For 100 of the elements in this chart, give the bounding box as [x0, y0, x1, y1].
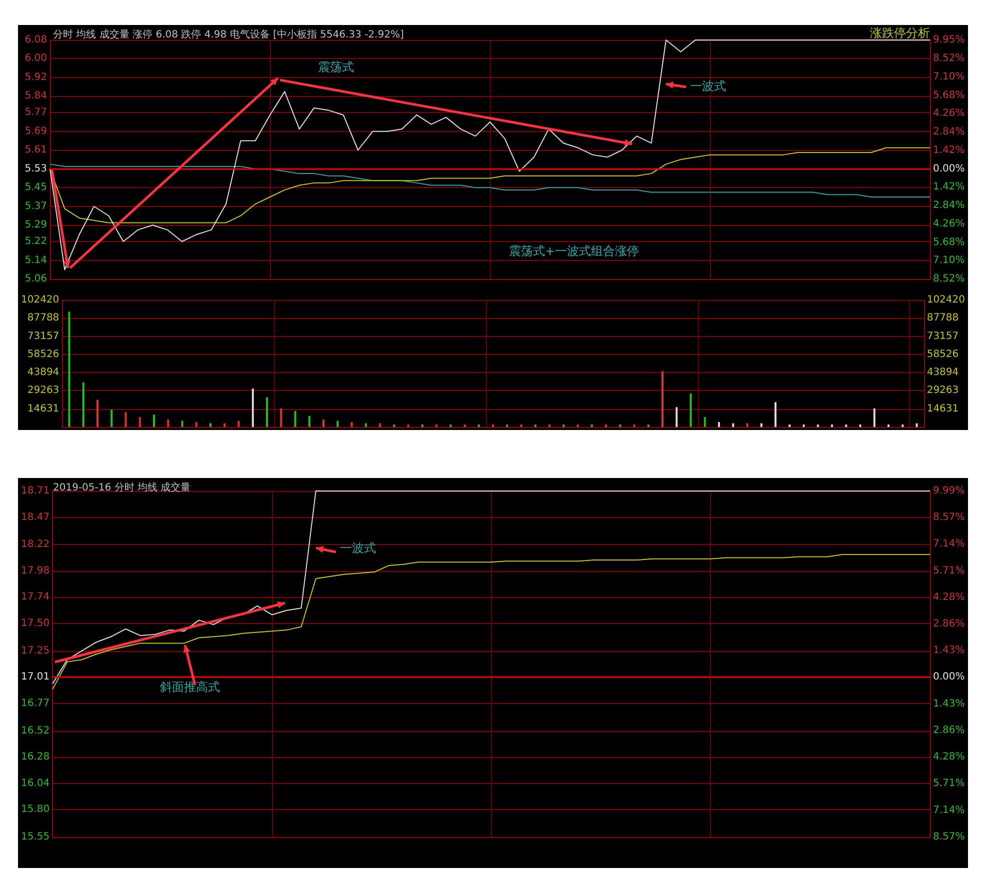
y-tick-label: 5.29 — [24, 220, 47, 231]
y2-tick-label: 4.28% — [933, 752, 965, 763]
annotation: 一波式 — [340, 541, 376, 555]
y2-tick-label: 58526 — [926, 348, 959, 360]
y2-tick-label: 1.43% — [933, 698, 965, 710]
annotation: 震荡式+一波式组合涨停 — [509, 244, 640, 258]
bar — [181, 420, 184, 427]
y2-tick-label: 4.26% — [933, 218, 965, 230]
y-tick-label: 5.77 — [24, 107, 47, 118]
line-series — [50, 40, 930, 270]
y2-tick-label: 2.86% — [933, 725, 965, 736]
y-tick-label: 102420 — [20, 294, 60, 306]
y2-tick-label: 5.68% — [933, 90, 965, 101]
y2-tick-label: 5.71% — [933, 778, 965, 790]
bar — [718, 422, 720, 427]
bar — [138, 417, 141, 427]
bar — [294, 410, 296, 427]
bar — [124, 412, 127, 427]
y2-tick-label: 14631 — [926, 403, 959, 414]
y-tick-label: 5.45 — [24, 182, 47, 194]
bar — [322, 420, 324, 427]
annotation: 斜面推高式 — [160, 680, 220, 694]
y-tick-label: 18.47 — [20, 512, 50, 523]
bar — [195, 422, 198, 427]
y2-tick-label: 0.00% — [933, 163, 965, 174]
y-tick-label: 5.61 — [24, 144, 47, 156]
y-tick-label: 87788 — [27, 312, 60, 324]
y2-tick-label: 8.57% — [933, 832, 965, 842]
y2-tick-label: 1.42% — [933, 144, 965, 156]
bar — [690, 394, 692, 427]
y2-tick-label: 5.68% — [933, 236, 965, 248]
bar — [224, 423, 226, 427]
chart-title: 2019-05-16 分时 均线 成交量 — [53, 482, 191, 494]
y-tick-label: 17.50 — [20, 618, 50, 629]
y2-tick-label: 7.10% — [933, 71, 965, 82]
y-tick-label: 43894 — [27, 367, 60, 378]
bar — [96, 400, 98, 427]
y2-tick-label: 9.99% — [933, 486, 965, 496]
bar — [280, 408, 282, 427]
y-tick-label: 5.06 — [24, 274, 47, 284]
y2-tick-label: 102420 — [926, 294, 966, 306]
bar — [746, 423, 748, 427]
annotation: 震荡式 — [318, 60, 354, 74]
y-tick-label: 14631 — [27, 403, 60, 414]
chart-title: 分时 均线 成交量 涨停 6.08 跌停 4.98 电气设备 [中小板指 5546.33 -2.92%] — [53, 28, 404, 40]
y2-tick-label: 1.43% — [933, 645, 965, 656]
bar — [916, 423, 918, 427]
bar — [760, 423, 762, 427]
y-tick-label: 16.04 — [20, 778, 50, 789]
y2-tick-label: 1.42% — [933, 182, 965, 193]
y-tick-label: 5.53 — [24, 163, 47, 174]
y-tick-label: 6.08 — [24, 34, 47, 46]
bar — [252, 388, 254, 427]
y2-tick-label: 8.52% — [933, 274, 965, 284]
y2-tick-label: 4.26% — [933, 108, 965, 120]
y2-tick-label: 2.84% — [933, 200, 965, 211]
y2-tick-label: 4.28% — [933, 592, 965, 603]
line-series — [50, 147, 930, 224]
y-tick-label: 5.14 — [24, 254, 47, 266]
y-tick-label: 16.52 — [20, 725, 50, 736]
line-series — [50, 164, 930, 198]
y2-tick-label: 5.71% — [933, 565, 965, 576]
y2-tick-label: 2.84% — [933, 126, 965, 138]
y2-tick-label: 7.14% — [933, 538, 965, 550]
y2-tick-label: 2.86% — [933, 618, 965, 630]
y-tick-label: 16.77 — [20, 698, 50, 709]
y-tick-label: 5.37 — [24, 200, 47, 212]
y2-tick-label: 29263 — [926, 385, 959, 396]
y-tick-label: 6.00 — [24, 53, 47, 64]
y-tick-label: 5.84 — [24, 90, 47, 102]
y-tick-label: 17.25 — [20, 645, 50, 656]
bar — [308, 416, 310, 427]
bar — [68, 312, 70, 427]
y-tick-label: 15.80 — [20, 804, 50, 816]
y2-tick-label: 7.14% — [933, 804, 965, 816]
bar — [732, 423, 734, 427]
y-tick-label: 58526 — [27, 348, 60, 360]
bar — [364, 423, 367, 427]
y-tick-label: 16.28 — [20, 752, 50, 763]
y-tick-label: 5.22 — [24, 236, 47, 248]
bar — [704, 417, 706, 427]
y-tick-label: 17.74 — [20, 592, 50, 603]
bar — [152, 414, 155, 427]
bar — [873, 408, 876, 427]
bar — [774, 402, 777, 427]
bar — [82, 382, 84, 427]
y-tick-label: 5.69 — [24, 126, 47, 137]
y2-tick-label: 87788 — [926, 312, 959, 324]
y2-tick-label: 43894 — [926, 367, 959, 378]
y2-tick-label: 73157 — [926, 330, 959, 342]
y-tick-label: 29263 — [27, 385, 60, 396]
text: 涨跌停分析 — [870, 26, 930, 40]
y-tick-label: 17.98 — [20, 565, 50, 576]
y-tick-label: 17.01 — [20, 672, 50, 683]
bar — [336, 420, 339, 427]
y2-tick-label: 8.52% — [933, 53, 965, 64]
y-tick-label: 18.71 — [20, 486, 50, 496]
bar — [378, 423, 381, 427]
y2-tick-label: 0.00% — [933, 672, 965, 683]
bar — [266, 397, 268, 427]
